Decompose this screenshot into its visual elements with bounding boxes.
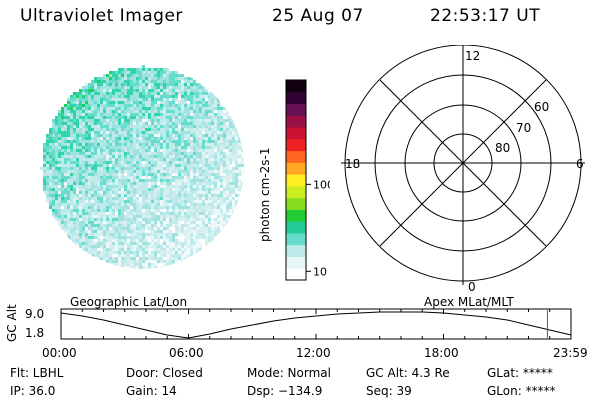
colorbar-tick-label-0: 100	[313, 178, 330, 191]
status-filter: Flt: LBHL	[10, 366, 64, 380]
colorbar-cell	[286, 221, 306, 234]
status-dsp: Dsp: −134.9	[247, 384, 323, 398]
colorbar-cell	[286, 268, 306, 281]
timeline-xtick-0: 00:00	[42, 346, 77, 360]
timeline-xtick-1: 06:00	[169, 346, 204, 360]
colorbar-cell	[286, 162, 306, 175]
mlt-label-18: 18	[345, 157, 360, 171]
timeline-ytick-high: 9.0	[25, 307, 45, 321]
colorbar-cell	[286, 138, 306, 152]
lat-label-70: 70	[516, 121, 531, 135]
colorbar-cell	[286, 91, 306, 105]
lat-label-80: 80	[495, 141, 510, 155]
mlt-label-0: 0	[468, 280, 476, 294]
colorbar-cell	[286, 244, 306, 257]
mlt-label-6: 6	[576, 157, 584, 171]
colorbar-cell	[286, 150, 306, 163]
auroral-image-pixels	[40, 65, 244, 269]
polar-plot: 12 18 6 0 60 70 80	[341, 45, 585, 294]
colorbar-cell	[286, 127, 306, 140]
colorbar-cell	[286, 103, 306, 116]
colorbar-cell	[286, 115, 306, 128]
date-label: 25 Aug 07	[272, 6, 364, 26]
timeline-xtick-3: 18:00	[424, 346, 459, 360]
colorbar-cell	[286, 197, 306, 210]
status-door: Door: Closed	[126, 366, 203, 380]
lat-label-60: 60	[534, 100, 549, 114]
colorbar-cell	[286, 80, 306, 93]
colorbar-cell	[286, 174, 306, 187]
colorbar-cell	[286, 209, 306, 222]
timeline-xtick-4: 23:59	[553, 346, 588, 360]
colorbar-cell	[286, 185, 306, 199]
colorbar-cell	[286, 232, 306, 246]
mlt-label-12: 12	[465, 49, 480, 63]
status-gc-alt: GC Alt: 4.3 Re	[366, 366, 450, 380]
timeline-ytick-low: 1.8	[25, 326, 45, 340]
time-label: 22:53:17 UT	[430, 6, 541, 26]
colorbar-tick-label-1: 10	[313, 265, 327, 278]
timeline-right-label: Apex MLat/MLT	[424, 295, 514, 309]
status-seq: Seq: 39	[366, 384, 412, 398]
timeline-left-label: Geographic Lat/Lon	[70, 295, 188, 309]
colorbar-cell	[286, 256, 306, 269]
instrument-title: Ultraviolet Imager	[20, 6, 183, 26]
timeline-xtick-2: 12:00	[296, 346, 331, 360]
status-mode: Mode: Normal	[247, 366, 331, 380]
status-glon: GLon: *****	[487, 384, 556, 398]
status-gain: Gain: 14	[126, 384, 177, 398]
colorbar: 100 10	[285, 79, 330, 281]
status-ip: IP: 36.0	[10, 384, 56, 398]
altitude-curve	[60, 311, 572, 339]
status-glat: GLat: *****	[487, 366, 553, 380]
